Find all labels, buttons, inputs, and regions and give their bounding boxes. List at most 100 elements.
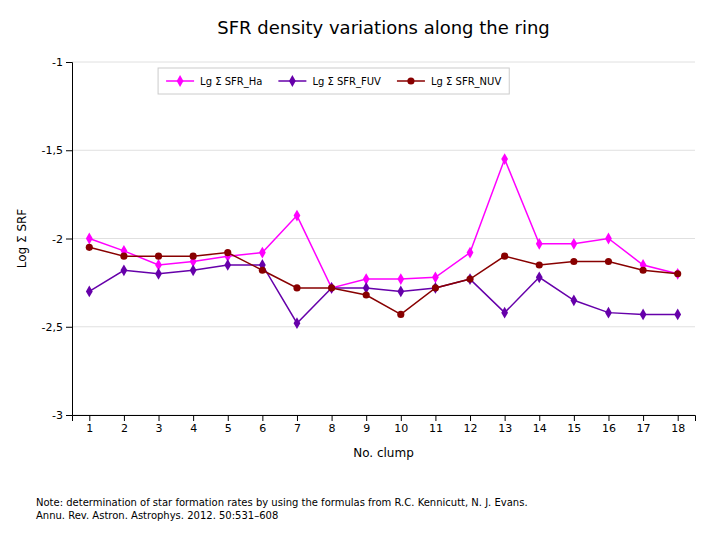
tick-label: 1 [86, 422, 93, 435]
tick-label: -1 [52, 56, 63, 69]
tick-mark [66, 150, 72, 151]
tick: -2,5 [42, 321, 72, 334]
legend-items: Lg Σ SFR_Ha Lg Σ SFR_FUV Lg Σ SFR_NUV [166, 75, 501, 87]
tick-mark [297, 415, 298, 421]
tick-mark [401, 415, 402, 421]
grid-line [72, 150, 695, 151]
marker [224, 249, 231, 256]
marker [467, 273, 474, 285]
tick-mark [643, 415, 644, 421]
marker [570, 258, 577, 265]
tick-label: -3 [52, 409, 63, 422]
tick: 9 [363, 415, 370, 435]
marker [605, 258, 612, 265]
tick: 18 [671, 415, 685, 435]
marker [674, 270, 681, 277]
tick-label: 7 [294, 422, 301, 435]
series-line [89, 265, 677, 323]
tick: 11 [429, 415, 443, 435]
tick: -1 [52, 56, 72, 69]
legend-label: Lg Σ SFR_Ha [200, 76, 262, 88]
note: Note: determination of star formation ra… [36, 497, 528, 521]
tick-mark [193, 415, 194, 421]
marker [86, 286, 93, 298]
tick-label: 3 [156, 422, 163, 435]
series [86, 244, 682, 318]
axis-line [73, 416, 696, 422]
tick: 4 [190, 415, 197, 435]
tick: 15 [567, 415, 581, 435]
tick: -2 [52, 233, 72, 246]
tick-mark [574, 415, 575, 421]
tick: -3 [52, 409, 72, 422]
axis-line [66, 63, 73, 416]
tick-mark [262, 415, 263, 421]
tick: -1,5 [42, 144, 72, 157]
tick-mark [89, 415, 90, 421]
tick-label: 8 [329, 422, 336, 435]
tick-mark [66, 415, 72, 416]
tick: 17 [637, 415, 651, 435]
tick-label: 6 [259, 422, 266, 435]
marker [674, 309, 681, 321]
marker [190, 264, 197, 276]
tick: 3 [156, 415, 163, 435]
marker [501, 307, 508, 319]
marker [259, 247, 266, 259]
marker [328, 282, 335, 294]
tick-label: 9 [363, 422, 370, 435]
tick-mark [332, 415, 333, 421]
marker [120, 253, 127, 260]
marker [570, 238, 577, 250]
x-axis: 123456789101112131415161718 [73, 415, 696, 435]
marker [432, 282, 439, 294]
marker [432, 284, 439, 291]
tick-mark [470, 415, 471, 421]
marker [640, 267, 647, 274]
legend-item: Lg Σ SFR_FUV [278, 75, 381, 87]
legend-item: Lg Σ SFR_Ha [166, 75, 262, 87]
tick: 8 [329, 415, 336, 435]
tick-mark [366, 415, 367, 421]
marker [674, 268, 681, 280]
marker [155, 268, 162, 280]
marker [501, 153, 508, 165]
tick: 13 [498, 415, 512, 435]
marker [259, 267, 266, 274]
marker [570, 294, 577, 306]
legend-swatch-marker [289, 75, 296, 87]
tick: 1 [86, 415, 93, 435]
tick: 2 [121, 415, 128, 435]
tick-label: 18 [671, 422, 685, 435]
grid [72, 62, 695, 415]
marker [536, 238, 543, 250]
legend-label: Lg Σ SFR_FUV [312, 76, 381, 88]
marker [397, 273, 404, 285]
y-axis: -3 -2,5 -2 -1,5 -1 [42, 56, 73, 422]
marker [397, 311, 404, 318]
series-line [89, 247, 677, 314]
tick-label: 16 [602, 422, 616, 435]
tick-mark [505, 415, 506, 421]
plot: 123456789101112131415161718-3-2,5-2-1,5-… [42, 56, 696, 435]
tick-mark [66, 62, 72, 63]
y-axis-label: Log Σ SRF [15, 209, 29, 269]
tick-mark [539, 415, 540, 421]
chart-root: 123456789101112131415161718-3-2,5-2-1,5-… [0, 0, 720, 540]
marker [86, 244, 93, 251]
tick-label: 13 [498, 422, 512, 435]
tick-label: 17 [637, 422, 651, 435]
legend-item: Lg Σ SFR_NUV [397, 76, 501, 88]
note-line: Note: determination of star formation ra… [36, 497, 528, 508]
marker [121, 264, 128, 276]
marker [536, 271, 543, 283]
x-axis-label: No. clump [353, 446, 414, 460]
legend-box [158, 68, 509, 94]
marker [86, 233, 93, 245]
marker [224, 259, 231, 271]
marker [501, 253, 508, 260]
series [86, 259, 681, 329]
marker [293, 284, 300, 291]
tick-label: 15 [567, 422, 581, 435]
tick-label: 2 [121, 422, 128, 435]
